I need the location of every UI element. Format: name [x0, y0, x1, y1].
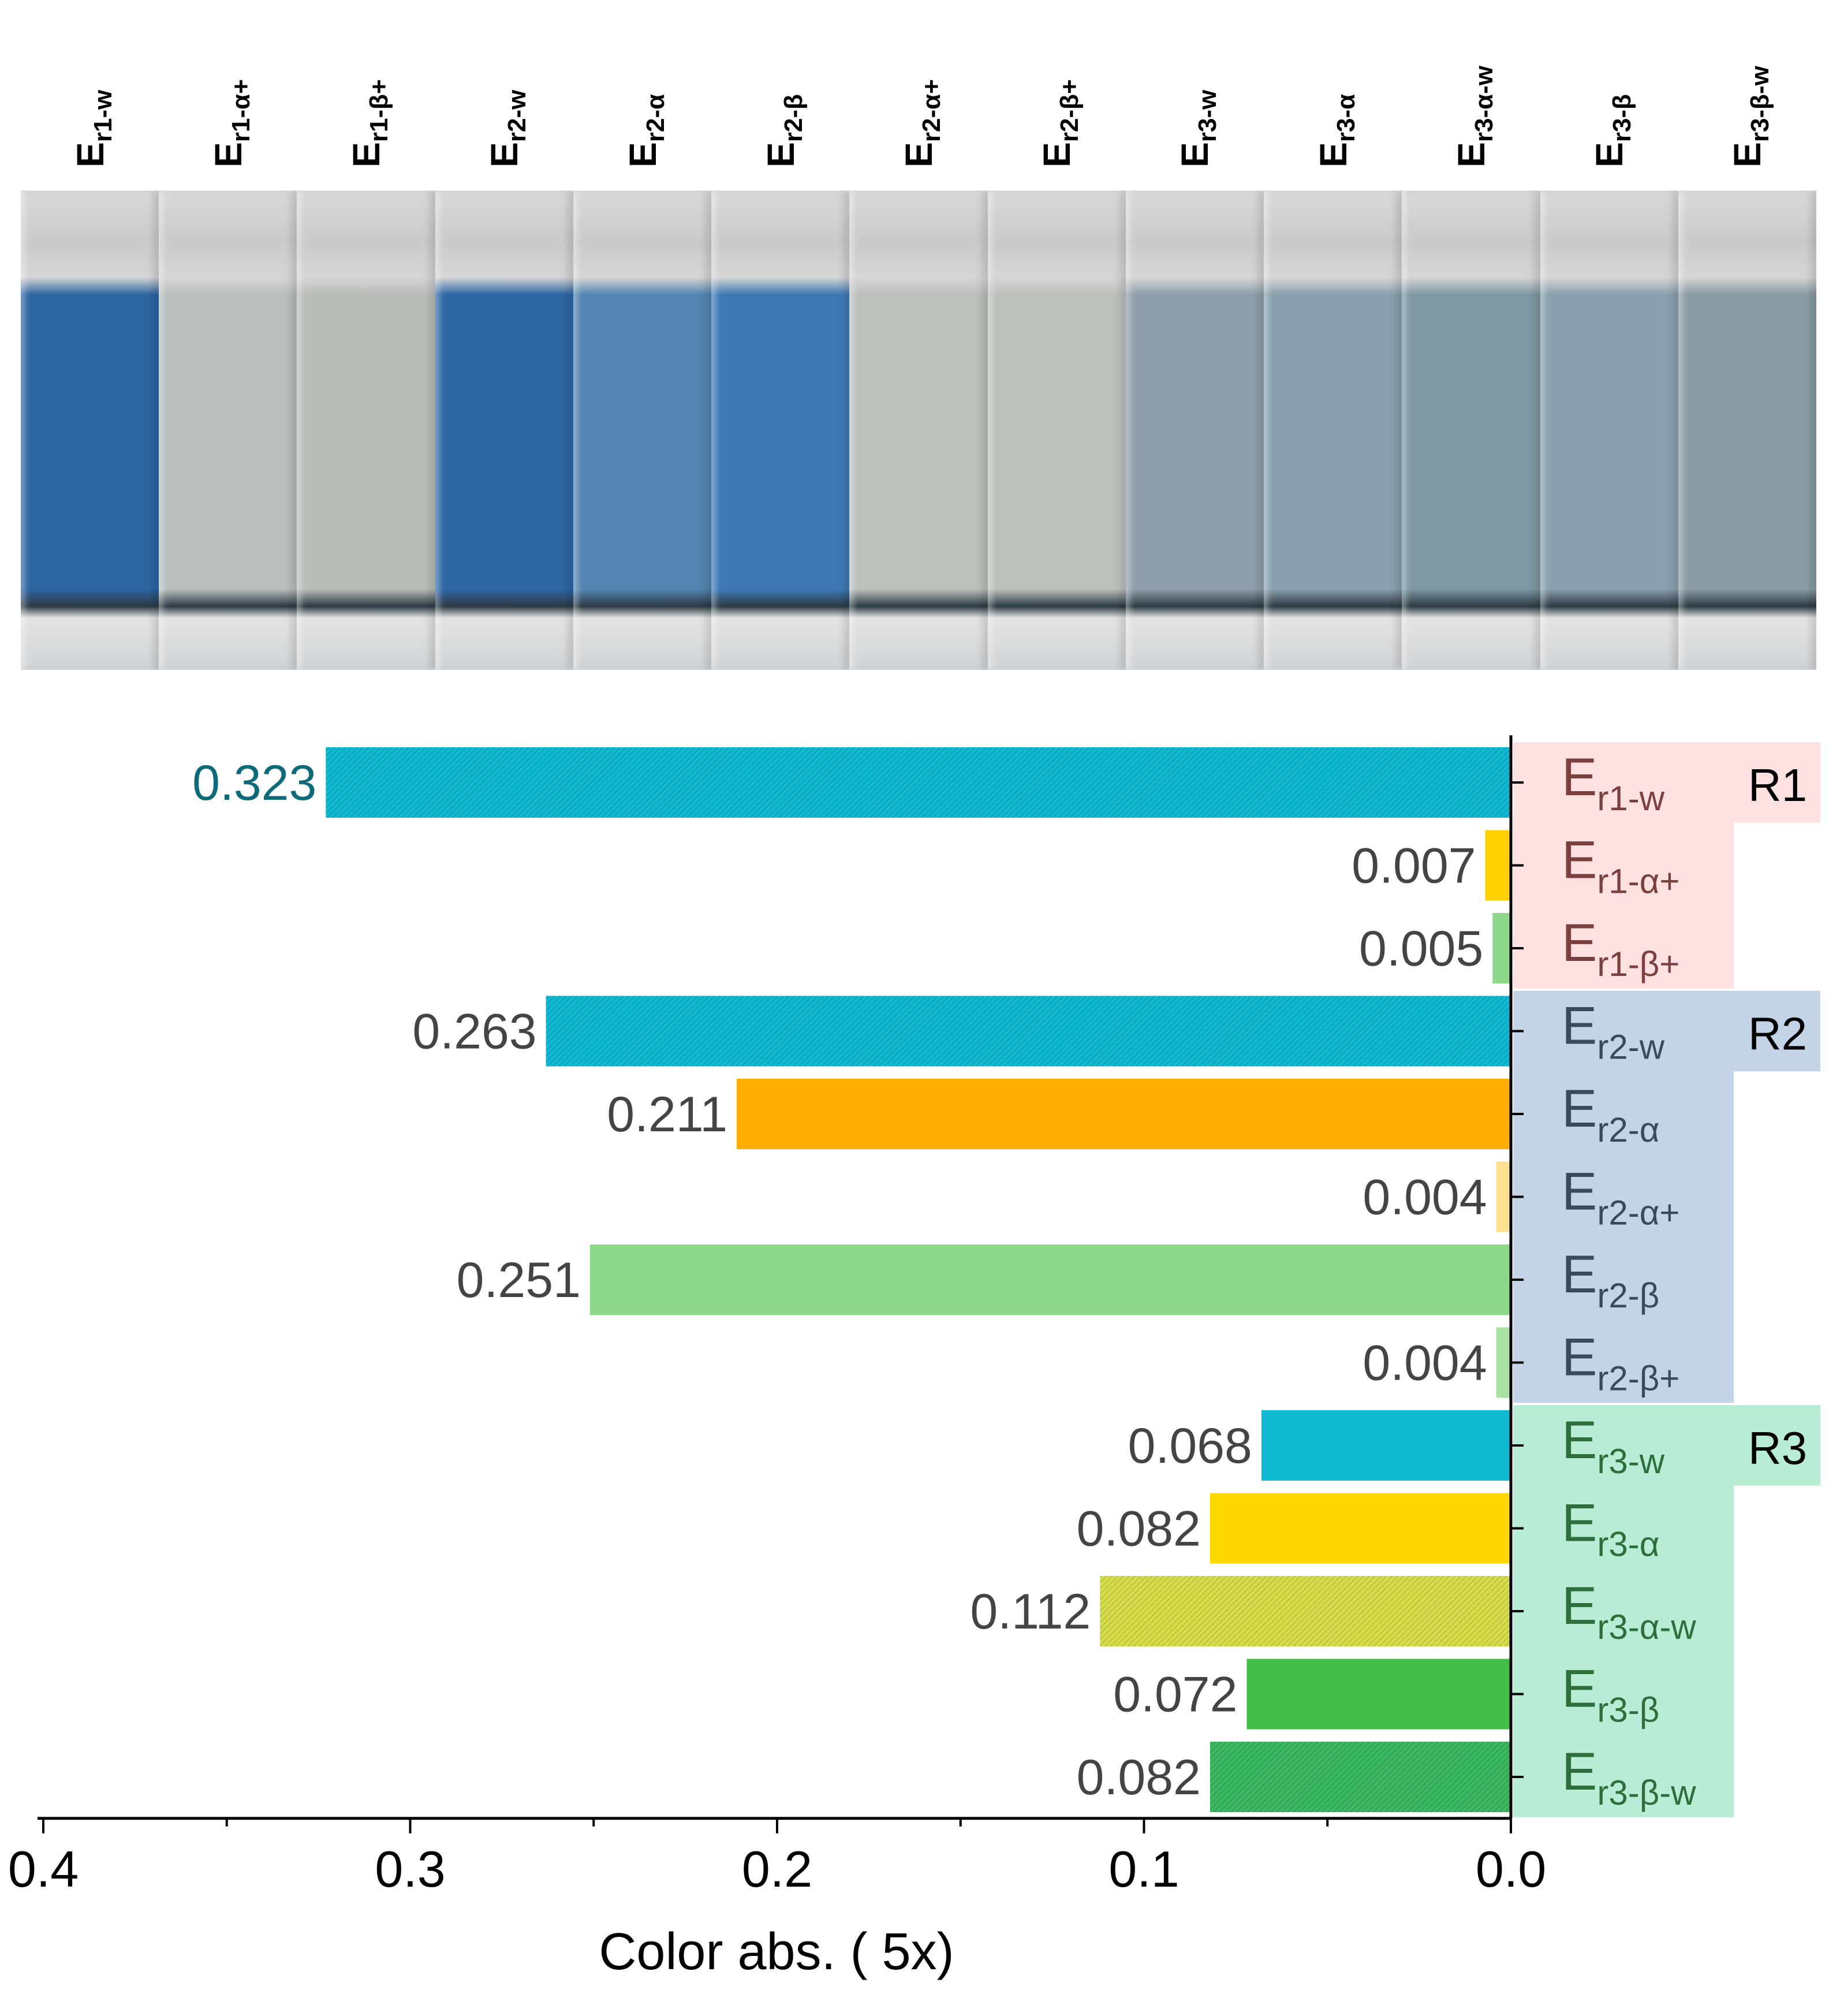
cuvette-label: Er2-β — [759, 94, 808, 167]
x-axis-title: Color abs. ( 5x) — [599, 1923, 954, 1981]
bar — [326, 747, 1511, 818]
bar — [1246, 1659, 1511, 1730]
bar — [1496, 1327, 1511, 1398]
x-tick-label: 0.0 — [1476, 1840, 1546, 1898]
group-panel — [1513, 1405, 1734, 1817]
cuvette — [297, 191, 435, 670]
bar — [1261, 1410, 1511, 1481]
cuvette-label: Er2-β+ — [1035, 79, 1084, 167]
cuvette-label: Er3-w — [1173, 90, 1222, 167]
cuvette-label: Er1-α+ — [206, 79, 256, 167]
cuvette — [987, 191, 1126, 670]
cuvette — [573, 191, 712, 670]
cuvette — [435, 191, 573, 670]
bar — [1100, 1576, 1511, 1646]
cuvette — [1125, 191, 1264, 670]
cuvette — [1402, 191, 1540, 670]
category-labels: Er1-w Er1-α+ Er1-β+ Er2-w Er2-α Er2-α+ Er2-β Er… — [1562, 748, 1696, 1812]
bar — [546, 996, 1511, 1067]
category-label: Er2-α — [1562, 1079, 1659, 1149]
group-panel — [1513, 990, 1734, 1403]
x-tick-label: 0.2 — [742, 1840, 812, 1898]
group-label: R2 — [1748, 1008, 1807, 1060]
cuvette — [1540, 191, 1678, 670]
group-backgrounds — [1513, 742, 1820, 1817]
group-tab — [1734, 742, 1820, 823]
category-label: Er3-α-w — [1562, 1577, 1696, 1646]
value-label: 0.211 — [607, 1087, 727, 1142]
group-panel — [1513, 742, 1734, 989]
x-tick-label: 0.1 — [1108, 1840, 1179, 1898]
cuvette — [21, 191, 159, 670]
value-label: 0.263 — [412, 1004, 536, 1060]
category-label: Er1-w — [1562, 748, 1665, 818]
value-label: 0.112 — [970, 1584, 1091, 1639]
cuvette-label: Er3-β-w — [1726, 65, 1775, 167]
category-label: Er2-α+ — [1562, 1162, 1679, 1232]
category-label: Er2-w — [1562, 997, 1665, 1067]
value-labels: 0.323 0.007 0.005 0.263 0.211 0.004 0.251 0.004… — [192, 755, 1487, 1805]
category-label: Er3-α — [1562, 1494, 1659, 1564]
axes: 0.4 0.3 0.2 0.1 0.0 — [8, 735, 1546, 1898]
value-label: 0.072 — [1113, 1667, 1237, 1723]
category-label: Er3-w — [1562, 1411, 1665, 1481]
bar-chart: 0.323 0.007 0.005 0.263 0.211 0.004 0.251 0.004… — [8, 735, 1820, 1981]
category-label: Er2-β+ — [1562, 1328, 1679, 1398]
bar — [1496, 1161, 1511, 1232]
value-label: 0.007 — [1352, 839, 1476, 894]
cuvette-label: Er1-β+ — [345, 79, 394, 167]
cuvette-label: Er1-w — [68, 90, 117, 167]
cuvette-photo — [21, 191, 1816, 670]
value-label: 0.082 — [1077, 1501, 1201, 1557]
category-label: Er3-β — [1562, 1660, 1659, 1730]
group-label: R3 — [1748, 1422, 1807, 1474]
bar — [1210, 1742, 1511, 1812]
cuvette — [1678, 191, 1816, 670]
value-label: 0.323 — [192, 755, 316, 811]
group-labels: R1 R2 R3 — [1748, 759, 1807, 1474]
group-tab — [1734, 990, 1820, 1072]
group-tab — [1734, 1405, 1820, 1486]
value-label: 0.251 — [457, 1253, 581, 1308]
bar — [1492, 913, 1511, 983]
cuvette — [849, 191, 988, 670]
cuvette-label: Er2-α — [621, 94, 670, 167]
value-label: 0.082 — [1077, 1750, 1201, 1805]
category-label: Er3-β-w — [1562, 1742, 1696, 1812]
cuvette — [711, 191, 850, 670]
x-tick-label: 0.3 — [375, 1840, 445, 1898]
value-label: 0.068 — [1128, 1418, 1252, 1474]
bar — [737, 1079, 1511, 1149]
bar — [589, 1244, 1511, 1315]
bar — [1485, 830, 1511, 901]
cuvette-labels: Er1-w Er1-α+ Er1-β+ Er2-w Er2-α Er2-β Er2-α+ Er… — [0, 0, 1829, 185]
cuvette — [1264, 191, 1402, 670]
bars — [326, 747, 1511, 1812]
cuvette-label: Er3-β — [1588, 94, 1637, 167]
group-label: R1 — [1748, 759, 1807, 811]
bar — [1210, 1493, 1511, 1564]
cuvette-label: Er2-α+ — [897, 79, 946, 167]
category-label: Er1-α+ — [1562, 831, 1679, 901]
cuvette-label: Er2-w — [483, 90, 532, 167]
value-label: 0.004 — [1363, 1170, 1487, 1225]
x-tick-label: 0.4 — [8, 1840, 79, 1898]
cuvette-label: Er3-α-w — [1449, 65, 1499, 167]
value-label: 0.004 — [1363, 1336, 1487, 1391]
value-label: 0.005 — [1359, 921, 1483, 977]
category-label: Er1-β+ — [1562, 914, 1679, 983]
cuvette — [159, 191, 297, 670]
category-label: Er2-β — [1562, 1245, 1659, 1315]
cuvette-label: Er3-α — [1311, 94, 1360, 167]
